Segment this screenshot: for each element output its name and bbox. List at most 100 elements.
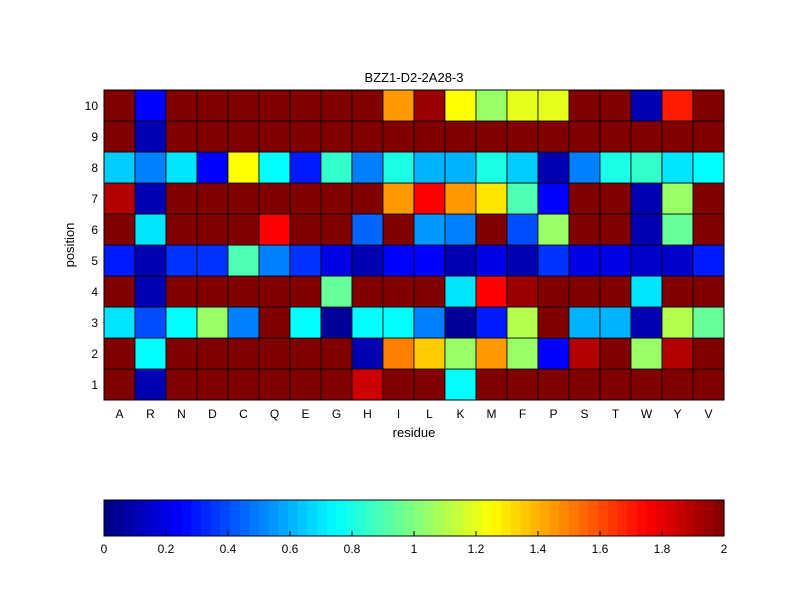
- heatmap-cell-K-6: [444, 213, 477, 246]
- heatmap-cell-W-6: [630, 213, 663, 246]
- heatmap-cell-W-10: [630, 89, 663, 122]
- colorbar-strip: [346, 500, 357, 536]
- y-tick-label: 6: [91, 223, 98, 237]
- heatmap-cell-E-5: [289, 244, 322, 277]
- colorbar-strip: [704, 500, 715, 536]
- colorbar-strip: [462, 500, 473, 536]
- heatmap-cell-T-7: [599, 182, 632, 215]
- heatmap-cell-V-8: [692, 151, 725, 184]
- heatmap-cell-K-2: [444, 337, 477, 370]
- colorbar-tick-label: 1.2: [468, 542, 485, 556]
- heatmap-cell-C-3: [227, 306, 260, 339]
- heatmap-cell-N-9: [165, 120, 198, 153]
- heatmap-cell-W-3: [630, 306, 663, 339]
- colorbar-strip: [384, 500, 396, 536]
- heatmap-cell-T-9: [599, 120, 632, 153]
- heatmap-cell-M-1: [475, 368, 508, 401]
- heatmap-cell-I-5: [382, 244, 415, 277]
- colorbar-strip: [433, 500, 444, 536]
- heatmap-cell-A-1: [103, 368, 136, 401]
- heatmap-cell-A-9: [103, 120, 136, 153]
- colorbar-strip: [665, 500, 677, 536]
- heatmap-cell-F-5: [506, 244, 539, 277]
- colorbar-strip: [326, 500, 338, 536]
- heatmap-cell-T-2: [599, 337, 632, 370]
- heatmap-cell-F-6: [506, 213, 539, 246]
- heatmap-cell-S-9: [568, 120, 601, 153]
- x-tick-label: I: [397, 407, 400, 421]
- heatmap-cell-Q-8: [258, 151, 291, 184]
- heatmap-cell-R-1: [134, 368, 167, 401]
- colorbar-strip: [481, 500, 493, 536]
- colorbar-strip: [714, 500, 725, 536]
- heatmap-cell-D-4: [196, 275, 229, 308]
- heatmap-cell-L-9: [413, 120, 446, 153]
- colorbar-strip: [404, 500, 415, 536]
- heatmap-cell-K-10: [444, 89, 477, 122]
- heatmap-cell-I-1: [382, 368, 415, 401]
- colorbar-tick-label: 0.4: [220, 542, 237, 556]
- heatmap-cell-K-8: [444, 151, 477, 184]
- heatmap-cell-S-2: [568, 337, 601, 370]
- y-tick-label: 9: [91, 130, 98, 144]
- heatmap-cell-C-8: [227, 151, 260, 184]
- heatmap-cell-V-3: [692, 306, 725, 339]
- heatmap-cell-G-6: [320, 213, 353, 246]
- colorbar-strip: [307, 500, 318, 536]
- colorbar-strip: [578, 500, 589, 536]
- heatmap-cell-V-1: [692, 368, 725, 401]
- heatmap-cell-C-4: [227, 275, 260, 308]
- colorbar-strip: [520, 500, 531, 536]
- heatmap-cell-P-5: [537, 244, 570, 277]
- colorbar-strip: [113, 500, 124, 536]
- heatmap-cell-G-2: [320, 337, 353, 370]
- x-tick-label: R: [146, 407, 155, 421]
- heatmap-cell-A-10: [103, 89, 136, 122]
- heatmap-cell-G-4: [320, 275, 353, 308]
- heatmap-cell-H-3: [351, 306, 384, 339]
- heatmap-cell-H-9: [351, 120, 384, 153]
- heatmap-cell-L-7: [413, 182, 446, 215]
- y-tick-label: 7: [91, 192, 98, 206]
- colorbar-strip: [472, 500, 483, 536]
- heatmap-cell-T-1: [599, 368, 632, 401]
- heatmap-cell-T-5: [599, 244, 632, 277]
- heatmap-cell-T-8: [599, 151, 632, 184]
- heatmap-cell-G-1: [320, 368, 353, 401]
- x-tick-label: Q: [270, 407, 279, 421]
- heatmap-cell-S-1: [568, 368, 601, 401]
- heatmap-cell-T-10: [599, 89, 632, 122]
- heatmap-cell-H-10: [351, 89, 384, 122]
- heatmap-cell-A-5: [103, 244, 136, 277]
- heatmap-cell-D-10: [196, 89, 229, 122]
- colorbar-tick-label: 2: [721, 542, 728, 556]
- heatmap-cell-S-3: [568, 306, 601, 339]
- colorbar-strip: [355, 500, 367, 536]
- heatmap-cell-K-4: [444, 275, 477, 308]
- heatmap-cell-G-5: [320, 244, 353, 277]
- heatmap-cell-L-5: [413, 244, 446, 277]
- chart-title: BZZ1-D2-2A28-3: [365, 70, 464, 85]
- heatmap-cell-D-1: [196, 368, 229, 401]
- x-tick-label: A: [115, 407, 123, 421]
- colorbar-strip: [162, 500, 173, 536]
- heatmap-cell-R-10: [134, 89, 167, 122]
- heatmap-cell-H-4: [351, 275, 384, 308]
- heatmap-cell-I-9: [382, 120, 415, 153]
- heatmap-cell-Y-7: [661, 182, 694, 215]
- heatmap-cell-N-5: [165, 244, 198, 277]
- heatmap-cell-D-7: [196, 182, 229, 215]
- heatmap-cell-M-10: [475, 89, 508, 122]
- colorbar-strip: [191, 500, 202, 536]
- heatmap-cell-E-4: [289, 275, 322, 308]
- heatmap-cell-A-4: [103, 275, 136, 308]
- heatmap-cell-V-6: [692, 213, 725, 246]
- heatmap-cell-M-8: [475, 151, 508, 184]
- heatmap-cell-E-7: [289, 182, 322, 215]
- heatmap-cell-Q-3: [258, 306, 291, 339]
- x-tick-label: Y: [673, 407, 681, 421]
- heatmap-cell-D-5: [196, 244, 229, 277]
- heatmap-cell-C-6: [227, 213, 260, 246]
- heatmap-cell-G-8: [320, 151, 353, 184]
- heatmap-cell-Q-6: [258, 213, 291, 246]
